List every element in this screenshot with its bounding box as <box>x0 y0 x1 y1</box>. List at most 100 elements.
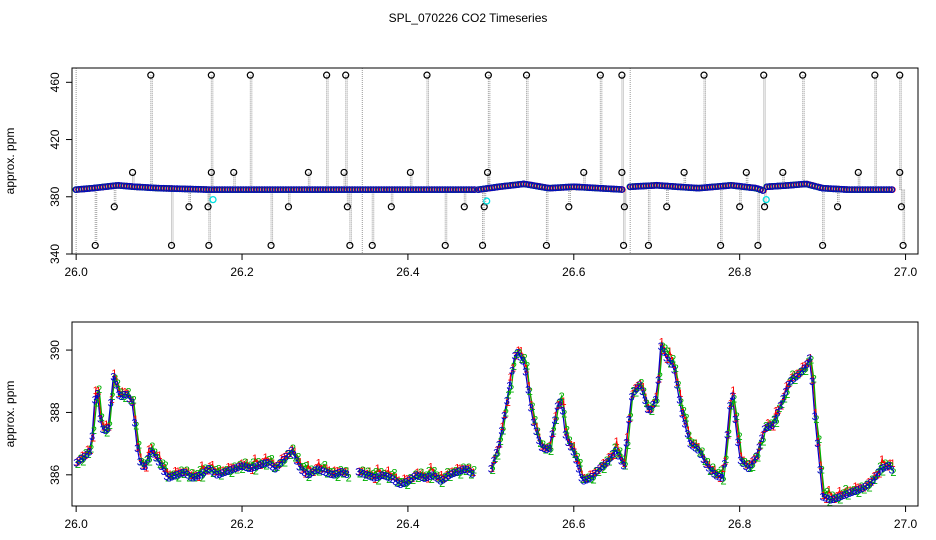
series-3-point: 3 <box>163 471 169 483</box>
series-1-point: 1 <box>760 430 766 442</box>
series-1-point: 1 <box>513 351 519 363</box>
series-2-point: 2 <box>646 401 652 413</box>
outlier-point <box>618 168 626 177</box>
series-2-point: 2 <box>279 458 285 470</box>
series-1-point: 1 <box>140 459 146 471</box>
series-2-point: 2 <box>200 473 206 485</box>
series-2-point: 2 <box>266 454 272 466</box>
series-1-point: 1 <box>722 455 728 467</box>
series-3-point: 3 <box>782 387 788 399</box>
series-2-point: 2 <box>620 454 626 466</box>
series-1-point: 1 <box>101 421 107 433</box>
x-tick-label: 26.8 <box>728 517 752 531</box>
series-3-point: 3 <box>427 471 433 483</box>
series-3-point: 3 <box>293 455 299 467</box>
series-3-point: 3 <box>626 415 632 427</box>
outlier-point <box>580 168 588 177</box>
series-3-point: 3 <box>338 467 344 479</box>
series-2-point: 2 <box>569 442 575 454</box>
series-3-point: 3 <box>333 469 339 481</box>
series-1-point: 1 <box>441 473 447 485</box>
series-1-point: 1 <box>85 444 91 456</box>
baseline-point-3 <box>618 186 626 193</box>
series-1-point: 1 <box>584 473 590 485</box>
series-1-point: 1 <box>436 471 442 483</box>
series-2-point: 2 <box>763 420 769 432</box>
series-2-point: 2 <box>521 352 527 364</box>
series-3-point: 3 <box>634 383 640 395</box>
series-3-point: 3 <box>817 465 823 477</box>
series-1-point: 1 <box>558 399 564 411</box>
series-2-point: 2 <box>527 386 533 398</box>
series-3-point: 3 <box>865 480 871 492</box>
series-2-point: 2 <box>511 361 517 373</box>
series-2-point: 2 <box>840 488 846 500</box>
series-2-point: 2 <box>332 470 338 482</box>
series-3-point: 3 <box>89 431 95 443</box>
series-2-point: 2 <box>885 460 891 472</box>
outlier-point <box>423 71 431 79</box>
series-2-point: 2 <box>622 460 628 472</box>
series-2-point: 2 <box>813 414 819 426</box>
series-1-point: 1 <box>364 468 370 480</box>
series-3-point: 3 <box>682 419 688 431</box>
series-2-point: 2 <box>298 461 304 473</box>
series-2-point: 2 <box>768 418 774 430</box>
series-1-point: 1 <box>201 464 207 476</box>
series-2-point: 2 <box>750 462 756 474</box>
series-1-point: 1 <box>460 464 466 476</box>
series-2-point: 2 <box>189 468 195 480</box>
series-3-point: 3 <box>886 460 892 472</box>
series-3-point: 3 <box>86 446 92 458</box>
series-2-point: 2 <box>308 464 314 476</box>
y-tick-label: 340 <box>48 244 62 264</box>
series-2-point: 2 <box>131 395 137 407</box>
series-1-point: 1 <box>117 388 123 400</box>
outlier-point <box>716 241 725 250</box>
series-3-point: 3 <box>451 468 457 480</box>
series-3-point: 3 <box>512 351 518 363</box>
outlier-point <box>343 203 351 211</box>
series-2-point: 2 <box>590 475 596 487</box>
series-3-point: 3 <box>108 397 114 409</box>
series-1-point: 1 <box>329 467 335 479</box>
series-2-point: 2 <box>287 450 293 462</box>
series-1-point: 1 <box>606 452 612 464</box>
panel-bottom: 1111111111111111111111111111111111111111… <box>3 321 919 531</box>
series-2-point: 2 <box>133 420 139 432</box>
series-2-point: 2 <box>173 470 179 482</box>
series-3-point: 3 <box>589 471 595 483</box>
series-2-point: 2 <box>503 407 509 419</box>
series-2-point: 2 <box>498 436 504 448</box>
series-3-point: 3 <box>727 401 733 413</box>
series-1-point: 1 <box>640 381 646 393</box>
series-2-point: 2 <box>673 363 679 375</box>
series-2-point: 2 <box>239 464 245 476</box>
series-3-line <box>490 343 893 501</box>
series-2-point: 2 <box>837 494 843 506</box>
outlier-point <box>167 241 176 250</box>
series-2-point: 2 <box>598 460 604 472</box>
series-3-point: 3 <box>488 464 494 476</box>
series-2-point: 2 <box>739 457 745 469</box>
series-3-point: 3 <box>636 380 642 392</box>
series-2-point: 2 <box>529 401 535 413</box>
series-2-point: 2 <box>437 474 443 486</box>
series-2-point: 2 <box>856 488 862 500</box>
series-1-point: 1 <box>191 468 197 480</box>
series-1-point: 1 <box>111 368 117 380</box>
outlier-point <box>342 71 350 79</box>
panel-bottom-ylabel: approx. ppm <box>3 381 17 448</box>
series-3-point: 3 <box>309 467 315 479</box>
series-2-point: 2 <box>702 456 708 468</box>
series-1-point: 1 <box>457 463 463 475</box>
series-1-point: 1 <box>685 425 691 437</box>
series-3-point: 3 <box>251 462 257 474</box>
series-1-point: 1 <box>231 462 237 474</box>
series-2-point: 2 <box>86 449 92 461</box>
series-1-point: 1 <box>452 467 458 479</box>
series-3-point: 3 <box>408 474 414 486</box>
series-1-point: 1 <box>534 421 540 433</box>
series-3-point: 3 <box>790 373 796 385</box>
series-3-point: 3 <box>668 358 674 370</box>
